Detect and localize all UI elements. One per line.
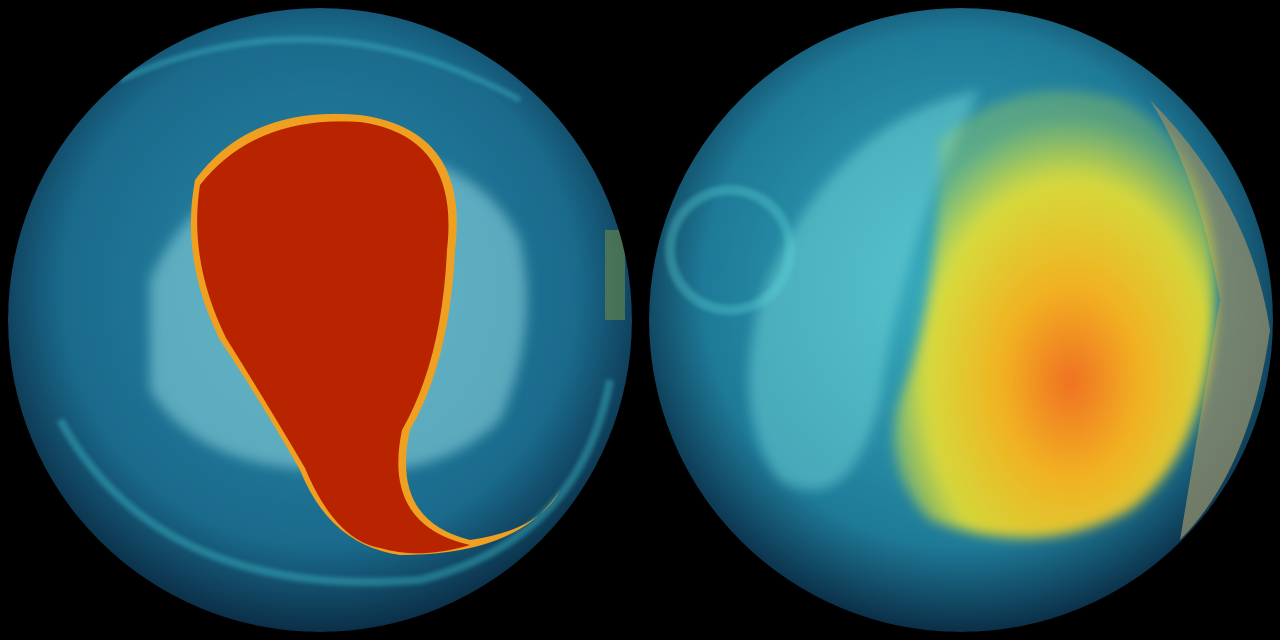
swirl-region	[748, 90, 980, 490]
ozone-plume	[894, 91, 1216, 538]
swirl-band	[118, 36, 522, 103]
left-globe	[8, 8, 632, 632]
ozone-hole	[197, 121, 470, 554]
swirl-band	[665, 185, 795, 315]
landmass-edge	[605, 230, 625, 320]
right-globe	[649, 8, 1273, 632]
continent-landmass	[1150, 100, 1270, 540]
swirl-band	[56, 379, 614, 586]
